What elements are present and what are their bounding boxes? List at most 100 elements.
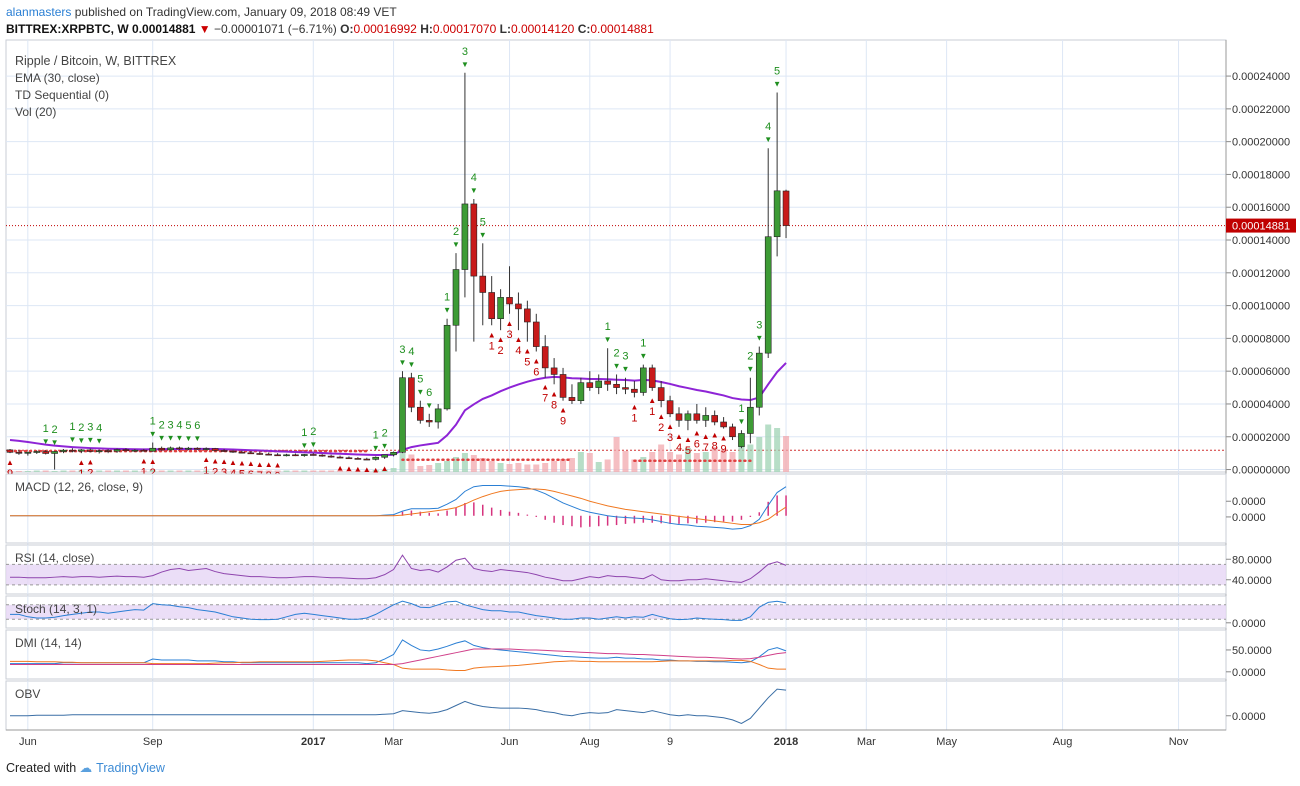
td-green-count: 1 xyxy=(373,429,379,441)
candle-body-down xyxy=(568,397,576,401)
td-red-arrow-icon: ▲ xyxy=(630,402,638,411)
td-green-count: 4 xyxy=(765,121,771,133)
candle-body-down xyxy=(693,413,701,421)
volume-bar xyxy=(604,459,611,472)
candle-body-up xyxy=(60,449,67,452)
td-red-count: 2 xyxy=(212,467,218,479)
candle xyxy=(247,451,255,455)
volume-bar xyxy=(247,470,254,472)
td-green-arrow-icon: ▼ xyxy=(764,135,772,144)
td-green-count: 2 xyxy=(613,347,619,359)
td-green-arrow-icon: ▼ xyxy=(773,79,781,88)
candle-body-up xyxy=(595,380,603,388)
candle xyxy=(229,449,237,453)
td-red-arrow-icon: ▲ xyxy=(497,335,505,344)
td-green-arrow-icon: ▼ xyxy=(746,365,754,374)
td-red-arrow-icon: ▲ xyxy=(140,457,148,466)
candle xyxy=(42,450,49,455)
candle xyxy=(24,451,32,456)
td-red-arrow-icon: ▲ xyxy=(274,461,282,470)
candle-body-up xyxy=(755,352,763,408)
td-green-arrow-icon: ▼ xyxy=(452,240,460,249)
created-with-text: Created with xyxy=(6,761,77,775)
candle xyxy=(336,455,344,459)
close-label: C: xyxy=(577,22,591,36)
volume-bar xyxy=(399,453,406,472)
candle-body-down xyxy=(220,450,228,452)
td-red-arrow-icon: ▲ xyxy=(559,406,567,415)
td-red-count: 4 xyxy=(515,345,521,357)
last-price-badge xyxy=(1226,218,1296,233)
volume-bar xyxy=(667,452,674,472)
candle xyxy=(6,449,14,454)
candle-body-down xyxy=(604,380,611,385)
td-red-arrow-icon: ▲ xyxy=(541,383,549,392)
volume-bar xyxy=(158,470,165,472)
volume-bar xyxy=(212,470,219,472)
candle-body-down xyxy=(318,454,326,457)
tradingview-logo-icon: ☁ xyxy=(79,761,93,775)
td-red-count: 4 xyxy=(676,442,682,454)
volume-bar xyxy=(176,470,183,472)
td-green-arrow-icon: ▼ xyxy=(95,437,103,446)
tradingview-brand-link[interactable]: TradingView xyxy=(96,761,165,775)
td-green-count: 4 xyxy=(96,423,102,435)
volume-bar xyxy=(310,470,317,472)
volume-bar xyxy=(131,470,138,472)
td-green-count: 6 xyxy=(194,420,200,432)
candle-body-down xyxy=(729,426,736,438)
panel-dmi: DMI (14, 14) 50.0000 0.0000 xyxy=(5,629,1272,680)
chart-title: Ripple / Bitcoin, W, BITTREX xyxy=(15,54,177,68)
td-green-count: 1 xyxy=(738,403,744,415)
candle-body-down xyxy=(408,377,415,408)
volume-bar xyxy=(292,470,299,472)
username-link[interactable]: alanmasters xyxy=(6,5,72,19)
candle-body-down xyxy=(675,413,683,421)
candle xyxy=(158,446,165,451)
td-green-arrow-icon: ▼ xyxy=(737,417,745,426)
candle xyxy=(631,381,638,398)
time-axis-label: Nov xyxy=(1169,736,1189,748)
candle xyxy=(363,457,371,461)
td-red-arrow-icon: ▲ xyxy=(684,435,692,444)
candle-body-up xyxy=(301,454,308,456)
td-green-count: 5 xyxy=(480,216,486,228)
candle xyxy=(95,449,103,454)
volume-bar xyxy=(738,442,745,472)
candle-body-up xyxy=(33,451,41,453)
ohlc-line: BITTREX:XRPBTC, W 0.00014881 ▼ −0.000010… xyxy=(6,21,654,38)
candle-body-down xyxy=(631,388,638,393)
candle-body-down xyxy=(336,456,344,459)
candle xyxy=(318,454,326,457)
td-red-count: 6 xyxy=(694,439,700,451)
td-green-arrow-icon: ▼ xyxy=(167,434,175,443)
panel-tick-label: 50.0000 xyxy=(1232,645,1272,657)
td-red-arrow-icon: ▲ xyxy=(220,457,228,466)
volume-bar xyxy=(595,462,602,472)
td-red-arrow-icon: ▲ xyxy=(345,464,353,473)
volume-bar xyxy=(328,470,335,472)
price-tick-label: 0.00008000 xyxy=(1232,333,1290,345)
volume-bar xyxy=(693,453,700,472)
indicator-line xyxy=(10,659,787,671)
td-green-count: 5 xyxy=(774,65,780,77)
td-green-arrow-icon: ▼ xyxy=(372,443,380,452)
price-tick-label: 0.00012000 xyxy=(1232,268,1290,280)
candle-body-down xyxy=(345,457,353,460)
candle xyxy=(265,452,272,456)
candle xyxy=(595,374,603,395)
candle xyxy=(425,413,433,427)
td-green-count: 1 xyxy=(301,427,307,439)
candle xyxy=(122,448,130,452)
candle-body-up xyxy=(51,451,58,454)
candle-body-down xyxy=(363,458,371,461)
candle-body-down xyxy=(515,303,522,310)
time-axis-label: Aug xyxy=(1053,736,1073,748)
td-green-arrow-icon: ▼ xyxy=(51,438,59,447)
td-red-count: 2 xyxy=(87,467,93,479)
td-green-count: 6 xyxy=(426,387,432,399)
candle-body-up xyxy=(577,382,585,401)
volume-bar xyxy=(497,463,504,472)
candle xyxy=(381,454,388,459)
